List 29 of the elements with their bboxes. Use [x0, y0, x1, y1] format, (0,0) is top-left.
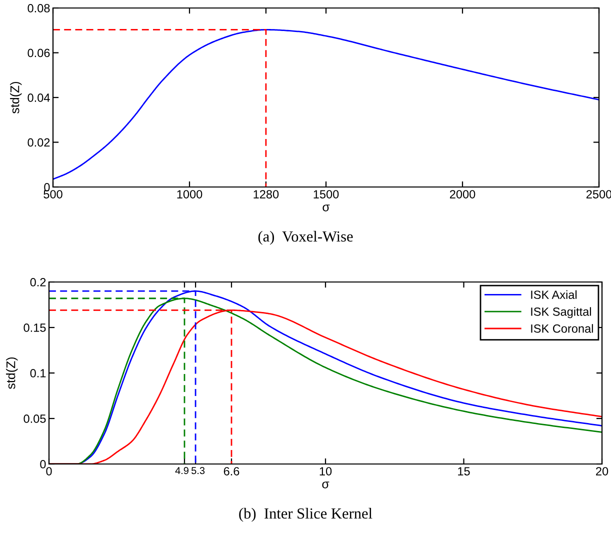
- x-tick-label: 20: [596, 467, 608, 476]
- y-tick-label: 0.15: [24, 324, 46, 332]
- y-tick-label: 0.04: [28, 94, 50, 102]
- x-tick-label: 500: [44, 190, 62, 198]
- y-tick-label: 0.06: [28, 48, 50, 58]
- x-tick-label: 1000: [177, 190, 202, 198]
- y-tick-label: 0.05: [24, 414, 46, 423]
- y-tick-label: 0: [40, 460, 46, 468]
- x-tick-label: 15: [458, 467, 470, 476]
- y-axis-title: std(Z): [6, 357, 18, 389]
- x-tick-label: 2000: [450, 190, 476, 198]
- x-tick-label: 1280: [254, 190, 279, 198]
- y-tick-label: 0.2: [30, 278, 46, 286]
- x-tick-label: 1500: [314, 190, 339, 198]
- legend-label: ISK Sagittal: [531, 307, 591, 318]
- x-tick-label: 5.3: [191, 467, 205, 474]
- x-axis-title: σ: [322, 204, 330, 212]
- x-tick-label: 10: [320, 467, 332, 476]
- y-axis-title: std(Z): [10, 82, 22, 114]
- y-tick-label: 0.08: [28, 4, 50, 12]
- x-axis-title: σ: [322, 482, 330, 488]
- x-tick-label: 4.9: [175, 467, 188, 474]
- y-tick-label: 0.1: [30, 369, 46, 378]
- text: (a) Voxel-Wise: [258, 230, 353, 245]
- legend-label: ISK Coronal: [531, 324, 593, 333]
- y-tick-label: 0.02: [28, 138, 50, 147]
- x-tick-label: 6.6: [224, 467, 240, 476]
- text: (b) Inter Slice Kernel: [239, 508, 372, 522]
- legend-label: ISK Axial: [531, 290, 577, 299]
